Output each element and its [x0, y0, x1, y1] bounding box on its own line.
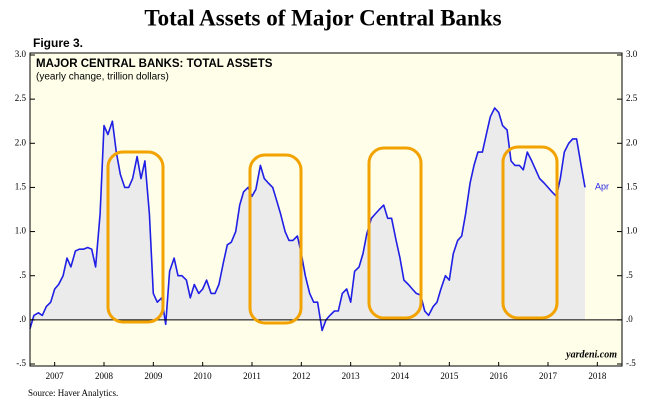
line — [29, 107, 586, 332]
x-tick-label: 2015 — [440, 371, 459, 381]
y-tick-label-right: 3.0 — [626, 49, 638, 59]
highlight-boxes — [106, 145, 559, 325]
y-tick-label: 1.0 — [15, 226, 27, 236]
x-tick-label: 2017 — [539, 371, 558, 381]
y-tick-label: -.5 — [16, 358, 26, 368]
x-tick-label: 2007 — [46, 371, 65, 381]
x-tick-label: 2014 — [391, 371, 410, 381]
figure-label: Figure 3. — [33, 36, 83, 50]
y-tick-label: .0 — [19, 314, 26, 324]
y-tick-label-right: .5 — [626, 270, 633, 280]
panel-subtitle: (yearly change, trillion dollars) — [36, 72, 169, 83]
highlight-box — [367, 146, 423, 320]
x-tick-label: 2010 — [194, 371, 213, 381]
highlight-box — [106, 150, 165, 324]
highlight-box — [248, 153, 303, 325]
x-tick-label: 2008 — [95, 371, 114, 381]
end-label: Apr — [595, 181, 609, 191]
x-tick-label: 2013 — [342, 371, 361, 381]
x-tick-label: 2009 — [144, 371, 163, 381]
y-tick-label-right: 2.5 — [626, 93, 638, 103]
y-tick-label: 3.0 — [15, 49, 27, 59]
plot-frame — [29, 52, 623, 367]
x-tick-label: 2016 — [490, 371, 509, 381]
x-tick-label: 2011 — [243, 371, 261, 381]
y-tick-label-right: 1.5 — [626, 181, 638, 191]
y-tick-label: 2.5 — [15, 93, 27, 103]
highlight-box — [501, 145, 559, 320]
y-tick-label-right: 2.0 — [626, 137, 638, 147]
y-tick-label-right: -.5 — [626, 358, 636, 368]
y-tick-label-right: 1.0 — [626, 226, 638, 236]
plot-marks — [29, 107, 622, 332]
panel-title: MAJOR CENTRAL BANKS: TOTAL ASSETS — [36, 58, 273, 70]
x-tick-label: 2012 — [292, 371, 310, 381]
x-tick-label: 2018 — [588, 371, 607, 381]
chart-title: Total Assets of Major Central Banks — [144, 5, 501, 30]
credit: yardeni.com — [565, 349, 617, 360]
y-tick-label: .5 — [19, 270, 26, 280]
y-tick-label-right: .0 — [626, 314, 633, 324]
y-tick-label: 2.0 — [15, 137, 27, 147]
source-note: Source: Haver Analytics. — [28, 388, 118, 398]
y-tick-label: 1.5 — [15, 181, 27, 191]
